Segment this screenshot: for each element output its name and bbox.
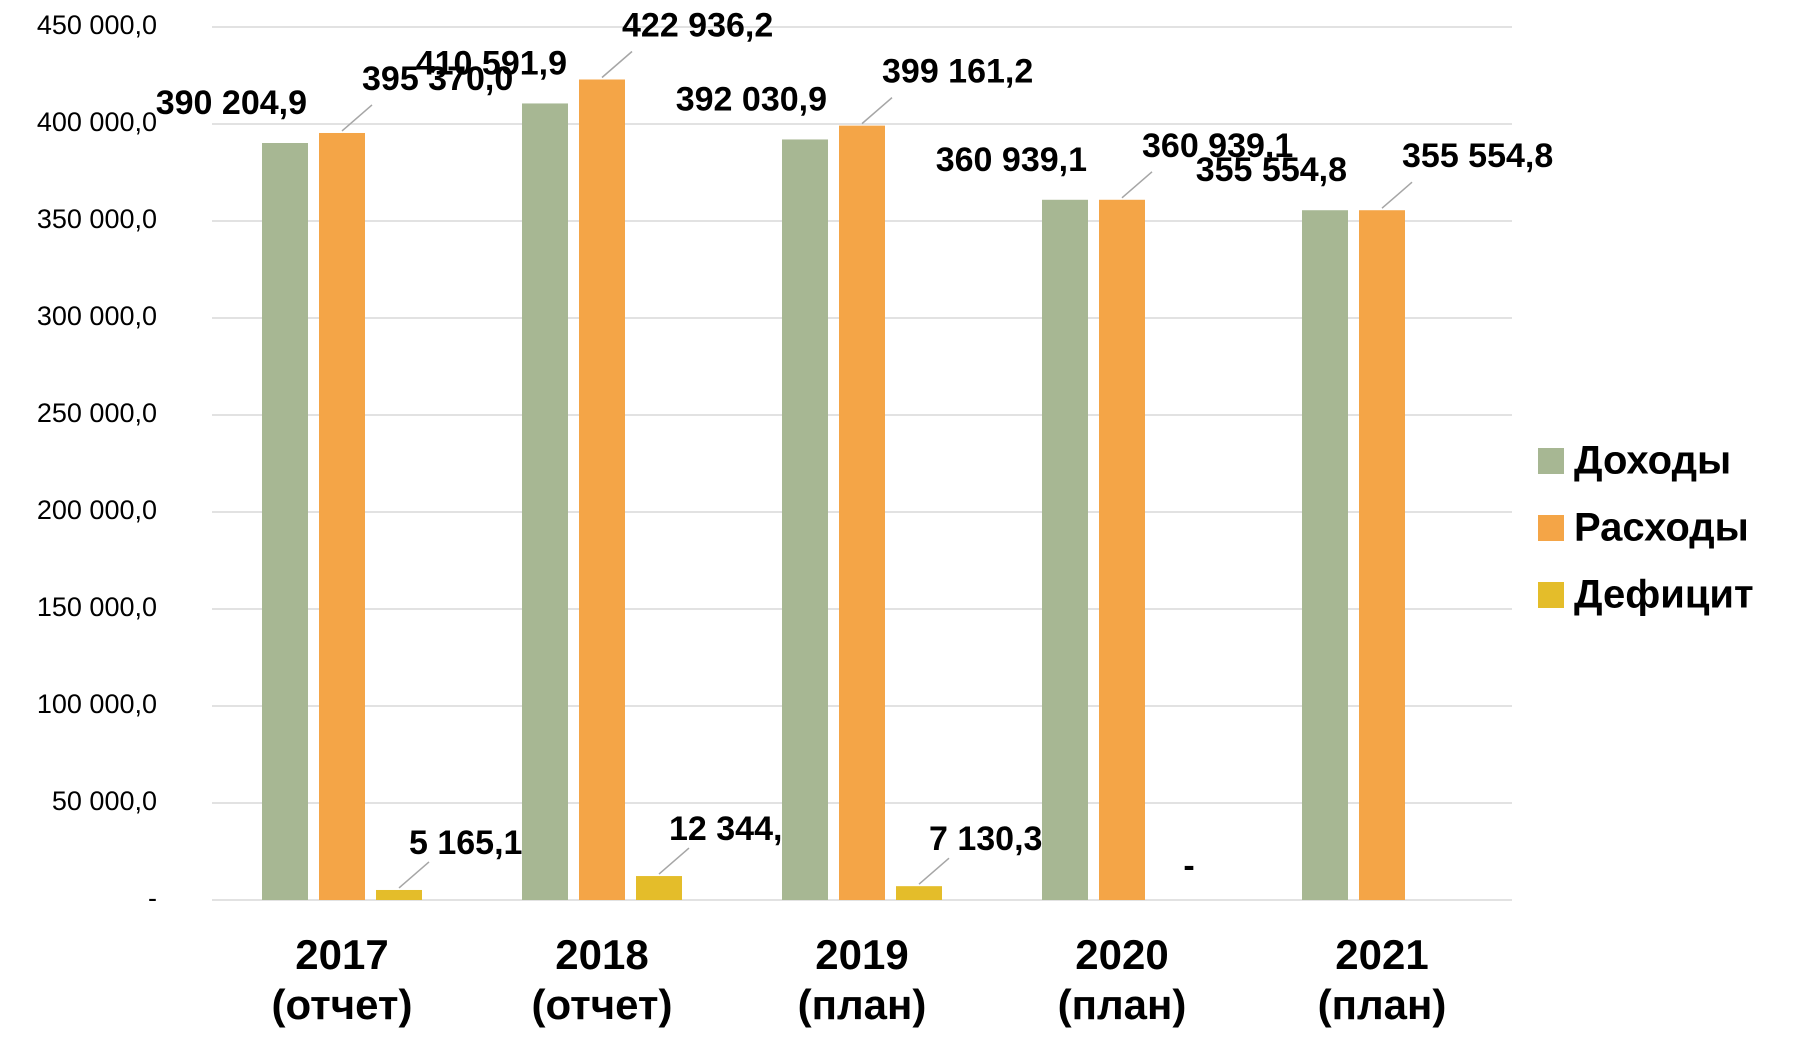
y-tick-label: 100 000,0: [37, 689, 157, 719]
bar: [636, 876, 682, 900]
data-label: 12 344,3: [669, 810, 801, 848]
y-tick-label: 350 000,0: [37, 204, 157, 234]
data-label: 360 939,1: [936, 141, 1087, 179]
data-label: 355 554,8: [1196, 151, 1347, 189]
legend-label: Дефицит: [1574, 573, 1754, 617]
leader-line: [658, 847, 690, 875]
leader-line: [341, 104, 373, 132]
y-tick-label: 400 000,0: [37, 107, 157, 137]
bar: [262, 143, 308, 900]
legend-swatch: [1538, 515, 1564, 541]
legend-swatch: [1538, 582, 1564, 608]
bar: [782, 139, 828, 900]
leader-line: [601, 50, 633, 79]
x-tick-label: 2019 (план): [797, 931, 927, 1028]
bar: [1042, 199, 1088, 901]
data-label: 410 591,9: [416, 44, 567, 82]
data-label: 395 370,0: [362, 60, 513, 98]
x-tick-label: 2018 (отчет): [531, 931, 673, 1028]
x-tick-label: 2020 (план): [1057, 931, 1187, 1028]
legend-swatch: [1538, 448, 1564, 474]
y-tick-label: 200 000,0: [37, 495, 157, 525]
y-tick-label: 250 000,0: [37, 398, 157, 428]
data-label: 355 554,8: [1402, 137, 1553, 175]
y-tick-label: 450 000,0: [37, 10, 157, 40]
y-tick-label: 50 000,0: [52, 786, 157, 816]
data-label: 390 204,9: [156, 84, 307, 122]
leader-line: [861, 97, 893, 125]
bar: [579, 79, 625, 900]
data-label: 422 936,2: [622, 6, 773, 44]
data-label: 392 030,9: [676, 80, 827, 118]
bar: [896, 886, 942, 900]
y-tick-label: -: [148, 883, 157, 913]
y-tick-label: 300 000,0: [37, 301, 157, 331]
x-tick-label: 2017 (отчет): [271, 931, 413, 1028]
bar: [1099, 199, 1145, 901]
leader-line: [1381, 181, 1413, 209]
bar: [839, 125, 885, 901]
bar: [522, 103, 568, 900]
leader-line: [1121, 171, 1153, 199]
data-label: 399 161,2: [882, 53, 1033, 91]
data-label: -: [1183, 847, 1194, 885]
leader-line: [398, 861, 430, 889]
data-label: 7 130,3: [929, 820, 1042, 858]
y-tick-label: 150 000,0: [37, 592, 157, 622]
bar: [319, 132, 365, 901]
legend-label: Расходы: [1574, 506, 1749, 550]
bar: [376, 889, 422, 900]
x-tick-label: 2021 (план): [1317, 931, 1447, 1028]
legend-label: Доходы: [1574, 439, 1731, 483]
data-label: 5 165,1: [409, 824, 522, 862]
bar: [1359, 210, 1405, 900]
data-label: 360 939,1: [1142, 127, 1293, 165]
bar: [1302, 210, 1348, 900]
leader-line: [918, 857, 950, 885]
